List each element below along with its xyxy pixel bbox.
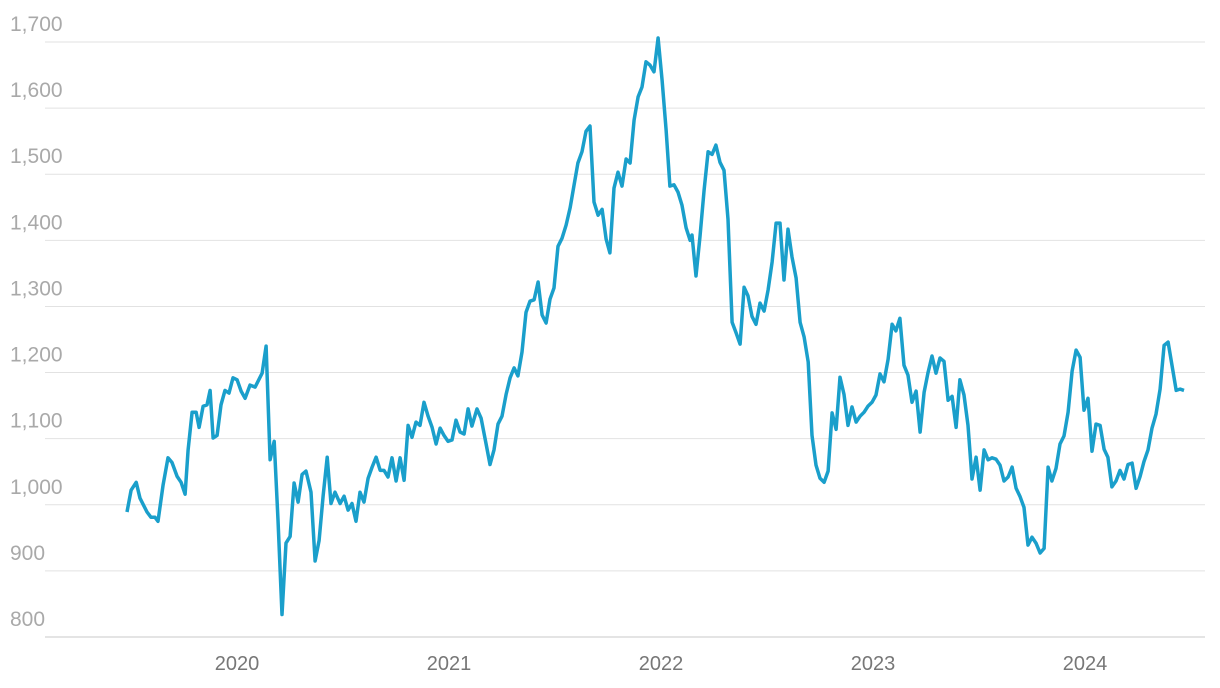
y-tick-label: 1,300 bbox=[10, 277, 63, 300]
y-tick-label: 1,500 bbox=[10, 145, 63, 168]
y-tick-label: 900 bbox=[10, 542, 45, 565]
x-tick-label: 2024 bbox=[1063, 653, 1108, 675]
x-tick-label: 2023 bbox=[851, 653, 896, 675]
price-line bbox=[125, 36, 1185, 617]
y-tick-label: 1,400 bbox=[10, 211, 63, 234]
x-tick-label: 2020 bbox=[215, 653, 260, 675]
y-tick-label: 1,000 bbox=[10, 476, 63, 499]
x-tick-label: 2022 bbox=[639, 653, 684, 675]
y-tick-label: 1,700 bbox=[10, 13, 63, 36]
y-tick-label: 1,600 bbox=[10, 79, 63, 102]
y-tick-label: 1,200 bbox=[10, 344, 63, 367]
x-tick-label: 2021 bbox=[427, 653, 472, 675]
y-tick-label: 1,100 bbox=[10, 410, 63, 433]
y-tick-label: 800 bbox=[10, 608, 45, 631]
